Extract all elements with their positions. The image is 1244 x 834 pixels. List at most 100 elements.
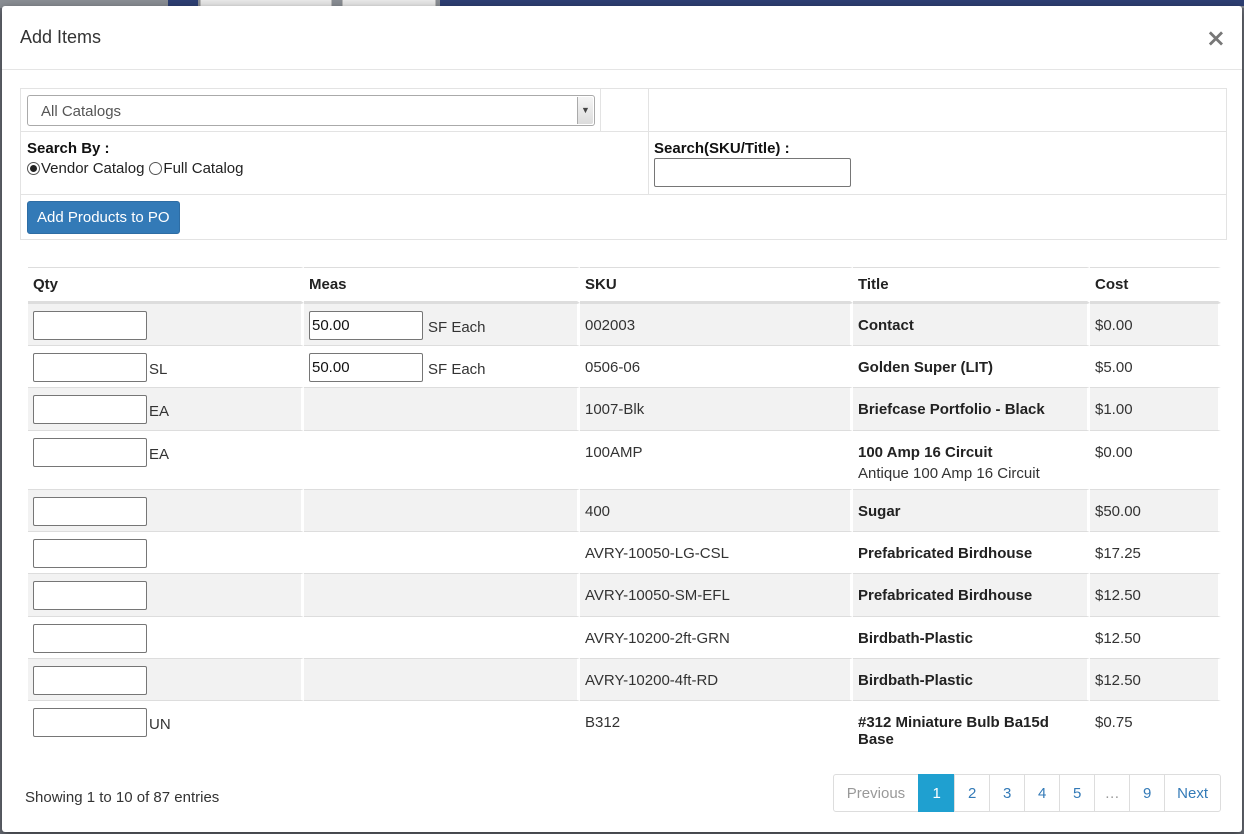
item-title: Birdbath-Plastic bbox=[858, 630, 974, 647]
qty-input[interactable] bbox=[33, 353, 147, 382]
cost-cell: $50.00 bbox=[1090, 489, 1221, 531]
qty-input[interactable] bbox=[33, 666, 147, 695]
cost-cell: $5.00 bbox=[1090, 345, 1221, 387]
catalog-select[interactable]: All Catalogs ▼ bbox=[27, 95, 595, 126]
title-cell: Birdbath-Plastic bbox=[853, 616, 1090, 658]
qty-cell bbox=[28, 531, 304, 573]
qty-cell: EA bbox=[28, 387, 304, 430]
col-header-title[interactable]: Title bbox=[853, 267, 1090, 303]
pagination: Previous 1 2 3 4 5… 9 Next bbox=[832, 774, 1221, 812]
title-cell: Prefabricated Birdhouse bbox=[853, 531, 1090, 573]
meas-cell bbox=[304, 700, 580, 759]
sku-cell: 0506-06 bbox=[580, 345, 853, 387]
item-title: Prefabricated Birdhouse bbox=[858, 587, 1033, 604]
qty-input[interactable] bbox=[33, 708, 147, 737]
meas-cell: SF Each bbox=[304, 345, 580, 387]
title-cell: Contact bbox=[853, 303, 1090, 345]
close-icon[interactable]: × bbox=[1205, 24, 1226, 52]
col-header-meas[interactable]: Meas bbox=[304, 267, 580, 303]
meas-cell bbox=[304, 430, 580, 489]
col-header-sku[interactable]: SKU bbox=[580, 267, 853, 303]
title-cell: Briefcase Portfolio - Black bbox=[853, 387, 1090, 430]
table-row: AVRY-10050-LG-CSL Prefabricated Birdhouse… bbox=[28, 531, 1221, 573]
cost-cell: $1.00 bbox=[1090, 387, 1221, 430]
cost-cell: $12.50 bbox=[1090, 573, 1221, 616]
add-products-button[interactable]: Add Products to PO bbox=[27, 201, 180, 234]
title-cell: #312 Miniature Bulb Ba15d Base bbox=[853, 700, 1090, 759]
page-ellipsis: … bbox=[1094, 774, 1131, 812]
item-title: Sugar bbox=[858, 503, 901, 520]
meas-input[interactable] bbox=[309, 311, 423, 340]
background-navbar bbox=[440, 0, 1244, 6]
qty-input[interactable] bbox=[33, 497, 147, 526]
catalog-select-value: All Catalogs bbox=[41, 103, 122, 120]
title-cell: 100 Amp 16 Circuit Antique 100 Amp 16 Cir… bbox=[853, 430, 1090, 489]
title-cell: Birdbath-Plastic bbox=[853, 658, 1090, 700]
search-by-group: Search By : Vendor Catalog Full Catalog bbox=[20, 131, 649, 195]
meas-cell bbox=[304, 658, 580, 700]
page-button-5[interactable]: 5 bbox=[1059, 774, 1096, 812]
page-button-9[interactable]: 9 bbox=[1129, 774, 1166, 812]
table-row: SF Each 002003 Contact $0.00 bbox=[28, 303, 1221, 345]
cost-cell: $0.00 bbox=[1090, 430, 1221, 489]
table-row: 400 Sugar $50.00 bbox=[28, 489, 1221, 531]
page-button-1[interactable]: 1 bbox=[918, 774, 956, 812]
table-row: SL SF Each 0506-06 Golden Super (LIT) $5.00 bbox=[28, 345, 1221, 387]
col-header-cost[interactable]: Cost bbox=[1090, 267, 1221, 303]
meas-cell bbox=[304, 573, 580, 616]
search-by-label: Search By : bbox=[27, 140, 110, 157]
qty-input[interactable] bbox=[33, 395, 147, 424]
qty-unit: UN bbox=[149, 716, 171, 733]
qty-cell bbox=[28, 303, 304, 345]
table-row: AVRY-10200-4ft-RD Birdbath-Plastic $12.50 bbox=[28, 658, 1221, 700]
full-catalog-label[interactable]: Full Catalog bbox=[163, 160, 244, 177]
table-info: Showing 1 to 10 of 87 entries bbox=[25, 789, 220, 806]
title-cell: Sugar bbox=[853, 489, 1090, 531]
page-button-4[interactable]: 4 bbox=[1024, 774, 1061, 812]
items-table: Qty Meas SKU Title Cost SF Each 002003 Con… bbox=[28, 267, 1221, 759]
sku-cell: B312 bbox=[580, 700, 853, 759]
sku-cell: AVRY-10200-4ft-RD bbox=[580, 658, 853, 700]
vendor-catalog-label[interactable]: Vendor Catalog bbox=[41, 160, 145, 177]
item-title: Briefcase Portfolio - Black bbox=[858, 401, 1045, 418]
sku-cell: AVRY-10050-SM-EFL bbox=[580, 573, 853, 616]
vendor-catalog-radio[interactable] bbox=[27, 162, 40, 175]
sku-cell: 400 bbox=[580, 489, 853, 531]
qty-unit: EA bbox=[149, 403, 170, 420]
qty-cell bbox=[28, 573, 304, 616]
cost-cell: $12.50 bbox=[1090, 658, 1221, 700]
item-title: Birdbath-Plastic bbox=[858, 672, 974, 689]
next-page-button[interactable]: Next bbox=[1164, 774, 1221, 812]
qty-cell bbox=[28, 616, 304, 658]
page-button-2[interactable]: 2 bbox=[954, 774, 991, 812]
item-title: Contact bbox=[858, 317, 914, 334]
chevron-down-icon[interactable]: ▼ bbox=[577, 97, 593, 124]
search-input[interactable] bbox=[654, 158, 851, 187]
qty-unit: EA bbox=[149, 446, 170, 463]
cost-cell: $0.00 bbox=[1090, 303, 1221, 345]
table-row: AVRY-10050-SM-EFL Prefabricated Birdhouse… bbox=[28, 573, 1221, 616]
qty-cell bbox=[28, 489, 304, 531]
sku-cell: AVRY-10050-LG-CSL bbox=[580, 531, 853, 573]
add-items-modal: Add Items × All Catalogs ▼ Search By : V… bbox=[2, 6, 1242, 832]
full-catalog-radio[interactable] bbox=[149, 162, 163, 175]
table-row: UN B312 #312 Miniature Bulb Ba15d Base $0.7… bbox=[28, 700, 1221, 759]
title-cell: Golden Super (LIT) bbox=[853, 345, 1090, 387]
table-row: EA 100AMP 100 Amp 16 Circuit Antique 100 Am… bbox=[28, 430, 1221, 489]
qty-input[interactable] bbox=[33, 581, 147, 610]
qty-input[interactable] bbox=[33, 438, 147, 467]
page-button-3[interactable]: 3 bbox=[989, 774, 1026, 812]
filter-panel: All Catalogs ▼ Search By : Vendor Catalo… bbox=[20, 88, 1227, 240]
qty-input[interactable] bbox=[33, 311, 147, 340]
sku-cell: 100AMP bbox=[580, 430, 853, 489]
meas-input[interactable] bbox=[309, 353, 423, 382]
qty-input[interactable] bbox=[33, 624, 147, 653]
meas-cell bbox=[304, 489, 580, 531]
meas-cell bbox=[304, 387, 580, 430]
meas-unit: SF Each bbox=[428, 319, 486, 336]
qty-input[interactable] bbox=[33, 539, 147, 568]
cost-cell: $12.50 bbox=[1090, 616, 1221, 658]
item-title: Golden Super (LIT) bbox=[858, 359, 993, 376]
qty-unit: SL bbox=[149, 361, 168, 378]
col-header-qty[interactable]: Qty bbox=[28, 267, 304, 303]
